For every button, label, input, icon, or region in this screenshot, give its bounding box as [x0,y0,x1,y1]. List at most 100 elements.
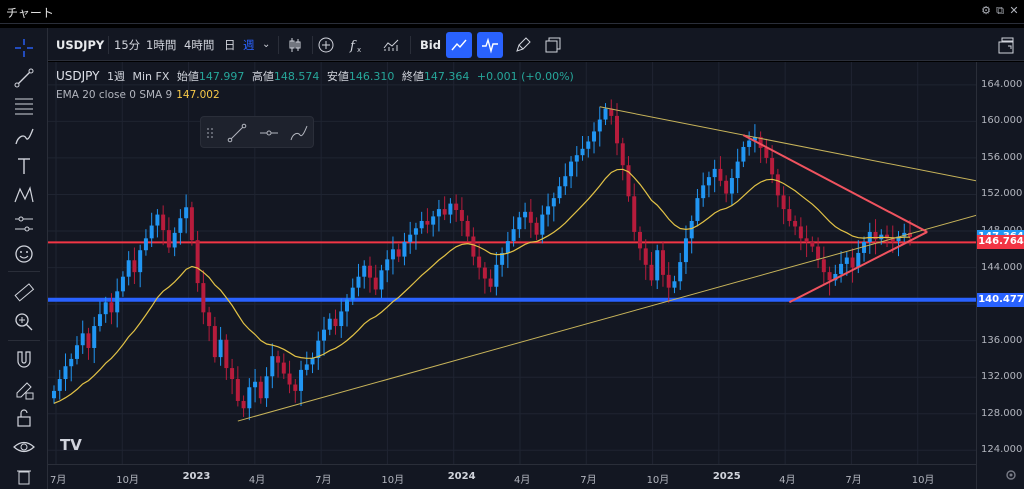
emoji-tool-icon[interactable] [12,242,36,266]
legend-close-label: 終値 [401,70,424,83]
candle-body [637,231,642,249]
candle-body [787,209,792,221]
candle-body [80,333,85,346]
lock-icon[interactable] [12,406,36,430]
tradingview-logo[interactable]: TV [60,436,82,454]
candle-body [534,222,539,235]
chevron-down-icon[interactable]: ⌄ [262,39,271,50]
price-axis[interactable]: 164.000160.000156.000152.000148.000144.0… [976,62,1024,489]
price-axis-label: 136.000 [981,334,1023,346]
chart-pane[interactable]: USDJPY 1週 Min FX 始値147.997 高値148.574 安値1… [48,62,976,464]
long-resistance-trendline [599,106,976,182]
trendline-tool-icon[interactable] [12,66,36,90]
candle-body [149,225,154,239]
crosshair-icon[interactable] [12,36,36,60]
candle-body [615,115,620,144]
candle-body [592,131,597,142]
candle-body [781,195,786,210]
candle-body [827,272,832,281]
time-axis-month: 7月 [580,475,597,486]
candle-body [155,214,160,226]
horizontal-line-option-icon[interactable] [257,121,281,145]
legend-low: 146.310 [348,70,395,83]
candle-body [253,381,258,388]
candle-body [908,232,912,237]
lock-pencil-icon[interactable] [12,378,36,402]
candle-body [92,326,97,348]
candle-body [218,339,223,358]
interval-4h-button[interactable]: 4時間 [184,38,215,52]
chart-grid [48,62,976,464]
candle-body [701,185,706,199]
candle-body [350,287,355,300]
price-type-button[interactable]: Bid [420,38,441,52]
pulse-chart-icon[interactable] [477,32,503,58]
ruler-tool-icon[interactable] [12,280,36,304]
magnet-icon[interactable] [12,348,36,372]
candle-body [178,218,183,233]
candle-body [816,246,821,260]
candle-body [839,263,844,274]
trendline-option-icon[interactable] [225,121,249,145]
candle-body [856,252,861,268]
candle-body [63,366,68,380]
candle-body [626,165,631,197]
legend-change: +0.001 (+0.00%) [476,70,574,83]
candle-body [465,220,470,237]
interval-day-button[interactable]: 日 [224,38,236,52]
candles-icon[interactable] [282,32,308,58]
candle-body [333,318,338,327]
price-axis-label: 124.000 [981,444,1023,456]
time-axis-month: 4月 [248,475,266,486]
settings-gear-icon[interactable] [1004,468,1018,482]
layout-icon[interactable] [540,32,566,58]
drag-handle-icon[interactable] [203,121,217,145]
forecast-tool-icon[interactable] [12,212,36,236]
candle-body [885,234,890,239]
window-titlebar: チャート ⚙ ⧉ ✕ [0,0,1024,24]
price-chart[interactable] [48,62,976,464]
add-compare-icon[interactable] [313,32,339,58]
templates-icon[interactable] [378,32,404,58]
zoom-in-icon[interactable] [12,310,36,334]
price-axis-label: 152.000 [981,188,1023,200]
popout-icon[interactable]: ⧉ [996,4,1004,17]
svg-text:f: f [349,39,357,54]
legend-symbol[interactable]: USDJPY [56,69,100,83]
eye-icon[interactable] [12,435,36,459]
close-icon[interactable]: ✕ [1009,4,1019,17]
text-tool-icon[interactable] [12,154,36,178]
candle-body [132,260,137,273]
brush-icon[interactable] [510,32,536,58]
brush-option-icon[interactable] [287,121,311,145]
gear-icon[interactable]: ⚙ [981,4,991,17]
pattern-tool-icon[interactable] [12,183,36,207]
candle-body [459,210,464,221]
interval-week-button[interactable]: 週 [243,38,255,52]
time-axis[interactable]: 7月 10月 2023 4月 7月 10月 2024 4月 7月 10月 2025 4月 7月 10月 [48,464,976,489]
interval-15m-button[interactable]: 15分 [114,38,141,52]
triangle-upper-line [742,134,928,233]
candle-body [442,209,447,215]
trend-chart-icon[interactable] [446,32,472,58]
candle-body [833,273,838,281]
interval-1h-button[interactable]: 1時間 [146,38,177,52]
trash-icon[interactable] [12,464,36,488]
candle-body [672,281,677,288]
candle-body [299,369,304,391]
candle-body [735,161,740,179]
time-axis-year: 2025 [712,471,741,482]
candle-body [184,207,189,219]
long-support-trendline [237,214,976,422]
brush-tool-icon[interactable] [12,124,36,148]
candle-body [741,146,746,162]
candle-body [293,384,298,391]
candle-body [316,340,321,359]
indicator-legend[interactable]: EMA 20 close 0 SMA 9 147.002 [56,89,220,101]
fib-tool-icon[interactable] [12,94,36,118]
candle-body [161,214,166,231]
candle-body [390,249,395,260]
fullscreen-icon[interactable] [992,32,1018,58]
symbol-search-button[interactable]: USDJPY [56,38,105,52]
